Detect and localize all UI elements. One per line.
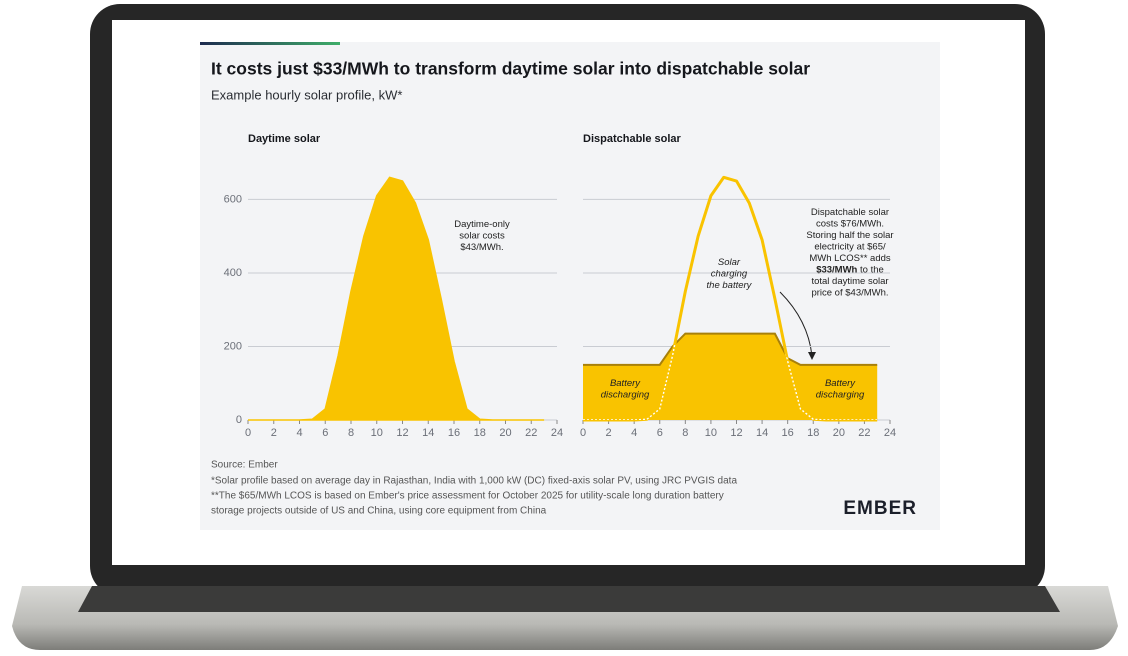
accent-bar xyxy=(200,42,340,45)
annotation-line: charging xyxy=(711,268,748,279)
panel-title: Daytime solar xyxy=(248,133,321,145)
annotation-line: costs $76/MWh. xyxy=(816,218,884,229)
laptop-screenshot: It costs just $33/MWh to transform dayti… xyxy=(0,0,1128,651)
y-tick-label: 200 xyxy=(224,340,242,352)
annotation-text: Daytime-only xyxy=(454,219,510,230)
page: It costs just $33/MWh to transform dayti… xyxy=(0,0,1128,651)
x-tick-label: 10 xyxy=(705,427,717,439)
annotation-line: Solar xyxy=(718,257,741,268)
note: storage projects outside of US and China… xyxy=(211,506,547,517)
annotation-line: Dispatchable solar xyxy=(811,207,889,218)
annotation-line: Daytime-only xyxy=(454,219,510,230)
annotation-text: Dispatchable solar xyxy=(811,207,889,218)
annotation-text: price of $43/MWh. xyxy=(811,287,888,298)
y-tick-label: 400 xyxy=(224,267,242,279)
x-tick-label: 8 xyxy=(348,427,354,439)
x-tick-label: 2 xyxy=(271,427,277,439)
x-tick-label: 24 xyxy=(551,427,563,439)
x-tick-label: 16 xyxy=(782,427,794,439)
x-tick-label: 10 xyxy=(371,427,383,439)
x-tick-label: 4 xyxy=(631,427,637,439)
annotation-line: Storing half the solar xyxy=(806,230,893,241)
x-tick-label: 20 xyxy=(833,427,845,439)
annotation-line: price of $43/MWh. xyxy=(811,287,888,298)
title: It costs just $33/MWh to transform dayti… xyxy=(211,59,810,79)
x-tick-label: 14 xyxy=(756,427,768,439)
annotation-text: electricity at $65/ xyxy=(814,241,886,252)
source: Source: Ember xyxy=(211,460,278,471)
keyboard xyxy=(78,586,1060,612)
x-tick-label: 12 xyxy=(396,427,408,439)
annotation-text: the battery xyxy=(707,280,753,291)
annotation-line: the battery xyxy=(707,280,753,291)
annotation-text: Battery xyxy=(610,378,641,389)
annotation-text: solar costs xyxy=(459,230,505,241)
annotation-line: Battery xyxy=(610,378,641,389)
x-tick-label: 0 xyxy=(580,427,586,439)
note: *Solar profile based on average day in R… xyxy=(211,476,737,487)
annotation-text: $33/MWh xyxy=(816,264,857,275)
x-tick-label: 24 xyxy=(884,427,896,439)
x-tick-label: 16 xyxy=(448,427,460,439)
annotation-text: discharging xyxy=(601,389,650,400)
x-tick-label: 18 xyxy=(474,427,486,439)
annotation-line: $33/MWh to the xyxy=(816,264,884,275)
annotation-line: solar costs xyxy=(459,230,505,241)
x-tick-label: 20 xyxy=(499,427,511,439)
annotation-text: Solar xyxy=(718,257,741,268)
subtitle: Example hourly solar profile, kW* xyxy=(211,87,402,102)
y-tick-label: 600 xyxy=(224,193,242,205)
x-tick-label: 18 xyxy=(807,427,819,439)
note: **The $65/MWh LCOS is based on Ember's p… xyxy=(211,491,724,502)
annotation-text: total daytime solar xyxy=(811,276,888,287)
annotation-text: Storing half the solar xyxy=(806,230,893,241)
annotation-line: MWh LCOS** adds xyxy=(809,253,891,264)
annotation-text: Battery xyxy=(825,378,856,389)
x-tick-label: 12 xyxy=(730,427,742,439)
x-tick-label: 14 xyxy=(422,427,434,439)
annotation-text: charging xyxy=(711,268,748,279)
annotation-line: discharging xyxy=(816,389,865,400)
x-tick-label: 0 xyxy=(245,427,251,439)
x-tick-label: 4 xyxy=(296,427,302,439)
annotation-text: MWh LCOS** adds xyxy=(809,253,891,264)
x-tick-label: 6 xyxy=(322,427,328,439)
y-tick-label: 0 xyxy=(236,414,242,426)
annotation-line: $43/MWh. xyxy=(460,242,503,253)
annotation-line: discharging xyxy=(601,389,650,400)
x-tick-label: 6 xyxy=(657,427,663,439)
x-tick-label: 22 xyxy=(525,427,537,439)
annotation-line: electricity at $65/ xyxy=(814,241,886,252)
annotation-text: $43/MWh. xyxy=(460,242,503,253)
annotation-text: costs $76/MWh. xyxy=(816,218,884,229)
annotation-text: to the xyxy=(857,264,883,275)
annotation-line: Battery xyxy=(825,378,856,389)
x-tick-label: 2 xyxy=(606,427,612,439)
annotation-text: discharging xyxy=(816,389,865,400)
x-tick-label: 8 xyxy=(682,427,688,439)
panel-title: Dispatchable solar xyxy=(583,133,682,145)
x-tick-label: 22 xyxy=(858,427,870,439)
logo: EMBER xyxy=(843,498,917,519)
annotation-line: total daytime solar xyxy=(811,276,888,287)
